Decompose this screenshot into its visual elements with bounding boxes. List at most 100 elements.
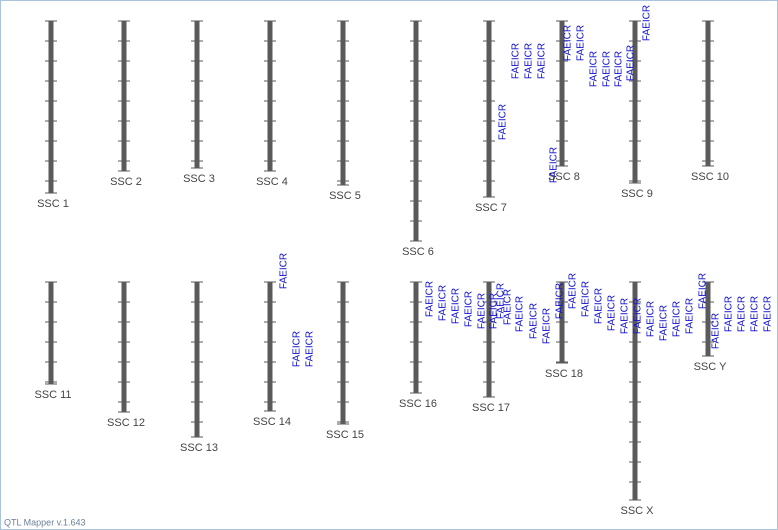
qtl-label: FAEICR <box>515 296 526 332</box>
chromosome-label: SSC 5 <box>329 190 361 202</box>
qtl-label: FAEICR <box>563 25 574 61</box>
qtl-label: FAEICR <box>477 293 488 329</box>
qtl-label: FAEICR <box>614 51 625 87</box>
chromosome: SSC 11 <box>34 281 72 401</box>
chromosome: SSC 9 <box>621 20 653 200</box>
chromosome: SSC 15 <box>326 281 364 441</box>
chromosome-bar <box>194 282 200 437</box>
qtl-label: FAEICR <box>498 104 509 140</box>
chromosome: SSC 12 <box>107 281 145 429</box>
qtl-label: FAEICR <box>438 285 449 321</box>
qtl-label: FAEICR <box>549 147 560 183</box>
qtl-label: FAEICR <box>503 289 514 325</box>
chromosome-label: SSC 16 <box>399 398 437 410</box>
chromosome: SSC Y <box>694 281 727 373</box>
chromosome: SSC 7 <box>475 20 507 214</box>
chromosome-bar <box>267 282 273 411</box>
qtl-label: FAEICR <box>589 51 600 87</box>
chromosome-label: SSC 9 <box>621 188 653 200</box>
qtl-label: FAEICR <box>464 291 475 327</box>
chromosome-label: SSC 11 <box>34 389 71 401</box>
qtl-label: FAEICR <box>607 295 618 331</box>
qtl-label: FAEICR <box>642 5 653 41</box>
qtl-label: FAEICR <box>511 43 522 79</box>
qtl-label: FAEICR <box>737 296 748 332</box>
qtl-label: FAEICR <box>724 296 735 332</box>
chromosome-bar <box>340 282 346 424</box>
qtl-label: FAEICR <box>292 331 303 367</box>
qtl-label: FAEICR <box>496 283 507 319</box>
qtl-label: FAEICR <box>537 43 548 79</box>
qtl-label: FAEICR <box>659 305 670 341</box>
chromosome: SSC 3 <box>183 20 215 185</box>
chromosome-bar <box>340 21 346 185</box>
qtl-label: FAEICR <box>672 301 683 337</box>
qtl-label: FAEICR <box>685 298 696 334</box>
chromosome-label: SSC 18 <box>545 368 583 380</box>
chromosome-bar <box>632 282 638 500</box>
chromosome-label: SSC X <box>620 505 654 517</box>
chromosome-label: SSC 10 <box>691 171 729 183</box>
chromosome: SSC 6 <box>402 20 434 258</box>
chromosome-bar <box>121 21 127 171</box>
qtl-label: FAEICR <box>626 45 637 81</box>
qtl-label: FAEICR <box>646 301 657 337</box>
chromosome-bar <box>48 21 54 193</box>
qtl-label: FAEICR <box>698 273 709 309</box>
qtl-label: FAEICR <box>633 298 644 334</box>
chromosome: SSC 17 <box>472 281 510 414</box>
qtl-label: FAEICR <box>524 43 535 79</box>
qtl-label: FAEICR <box>620 298 631 334</box>
chromosome: SSC 8 <box>548 20 580 183</box>
chromosome-bar <box>194 21 200 168</box>
chromosome-bar <box>413 282 419 393</box>
qtl-label: FAEICR <box>542 308 553 344</box>
chromosome-label: SSC 1 <box>37 198 69 210</box>
chromosome-bar <box>413 21 419 241</box>
qtl-label: FAEICR <box>529 303 540 339</box>
chromosome-label: SSC 6 <box>402 246 434 258</box>
qtl-label: FAEICR <box>305 331 316 367</box>
chromosome-label: SSC 12 <box>107 417 145 429</box>
qtl-label: FAEICR <box>711 313 722 349</box>
chromosome: SSC 14 <box>253 281 291 428</box>
chromosome-bar <box>267 21 273 171</box>
chromosome: SSC 13 <box>180 281 218 454</box>
chromosome: SSC 2 <box>110 20 142 188</box>
chromosome-bar <box>48 282 54 384</box>
chromosome: SSC 18 <box>545 281 583 380</box>
chromosome-label: SSC 7 <box>475 202 507 214</box>
chromosome-bar <box>705 282 711 356</box>
version-label: QTL Mapper v.1.643 <box>4 517 86 527</box>
chromosome-label: SSC 14 <box>253 416 291 428</box>
qtl-label: FAEICR <box>568 273 579 309</box>
qtl-label: FAEICR <box>279 253 290 289</box>
chromosome: SSC 5 <box>329 20 361 202</box>
chromosome: SSC 10 <box>691 20 729 183</box>
chromosome-bar <box>121 282 127 412</box>
qtl-label: FAEICR <box>555 283 566 319</box>
chromosome-label: SSC 13 <box>180 442 218 454</box>
chromosome-label: SSC 8 <box>548 171 580 183</box>
chromosome-label: SSC 4 <box>256 176 288 188</box>
qtl-label: FAEICR <box>763 296 774 332</box>
chromosome-bar <box>486 21 492 197</box>
chromosome: SSC 16 <box>399 281 437 410</box>
chromosome-label: SSC 15 <box>326 429 364 441</box>
qtl-label: FAEICR <box>602 51 613 87</box>
chromosome-bar <box>705 21 711 166</box>
qtl-label: FAEICR <box>451 288 462 324</box>
qtl-label: FAEICR <box>425 281 436 317</box>
chromosome: SSC 4 <box>256 20 288 188</box>
qtl-label: FAEICR <box>489 293 500 329</box>
chromosome-label: SSC Y <box>694 361 727 373</box>
chromosome-bar <box>559 21 565 166</box>
qtl-label: FAEICR <box>581 281 592 317</box>
qtl-label: FAEICR <box>576 25 587 61</box>
chromosome-bar <box>486 282 492 397</box>
qtl-label: FAEICR <box>750 296 761 332</box>
chromosome: SSC X <box>620 281 654 517</box>
chromosome-label: SSC 2 <box>110 176 142 188</box>
